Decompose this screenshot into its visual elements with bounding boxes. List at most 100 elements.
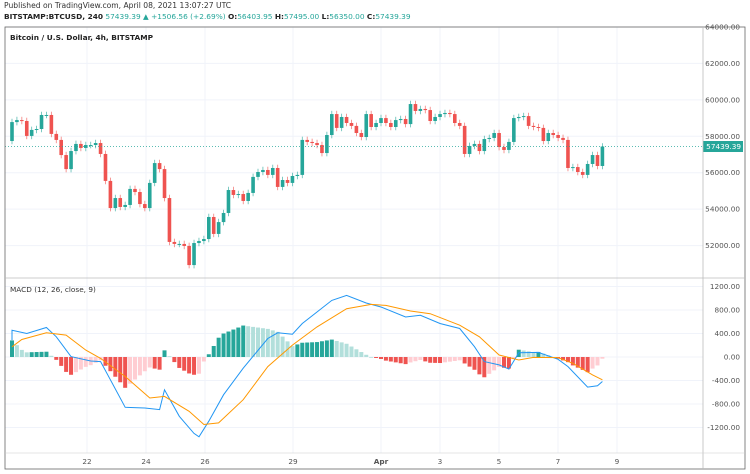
candle-body bbox=[29, 129, 34, 136]
open-value: 56403.95 bbox=[237, 12, 273, 21]
candle-body bbox=[24, 120, 29, 136]
price-tick-label: 52000.00 bbox=[705, 241, 740, 250]
time-tick-label: Apr bbox=[374, 457, 389, 466]
candle-body bbox=[162, 169, 167, 199]
time-tick-label: 9 bbox=[615, 457, 620, 466]
candle-body bbox=[566, 139, 570, 168]
candle-body bbox=[285, 180, 290, 183]
histogram-bar bbox=[265, 328, 270, 357]
macd-tick-label: 400.00 bbox=[714, 329, 740, 338]
histogram-bar bbox=[305, 342, 310, 357]
histogram-bar bbox=[590, 357, 595, 369]
candle-body bbox=[576, 167, 580, 172]
chart-frame bbox=[4, 26, 746, 470]
histogram-bar bbox=[423, 357, 428, 362]
indicator-title[interactable]: MACD (12, 26, close, 9) bbox=[10, 285, 96, 294]
candle-body bbox=[389, 122, 393, 127]
histogram-bar bbox=[585, 357, 590, 373]
histogram-bar bbox=[561, 357, 566, 361]
candle-body bbox=[157, 163, 162, 170]
signal-line bbox=[11, 303, 603, 426]
candle-body bbox=[457, 122, 462, 126]
candle-body bbox=[103, 153, 108, 181]
histogram-bar bbox=[442, 357, 447, 363]
candle-body bbox=[300, 139, 305, 175]
candle-body bbox=[512, 118, 516, 142]
candle-body bbox=[192, 243, 196, 266]
candle-body bbox=[462, 125, 467, 154]
grid bbox=[5, 26, 703, 453]
candle-body bbox=[339, 116, 344, 128]
histogram-bar bbox=[152, 357, 157, 369]
candle-body bbox=[79, 143, 83, 148]
macd-tick-label: -1200.00 bbox=[707, 423, 740, 432]
histogram-bar bbox=[467, 357, 472, 367]
candle-body bbox=[54, 133, 59, 140]
candle-body bbox=[138, 192, 142, 205]
histogram-bar bbox=[595, 357, 600, 366]
histogram-bar bbox=[354, 349, 359, 357]
candle-body bbox=[197, 241, 201, 244]
candle-body bbox=[98, 143, 103, 154]
candle-body bbox=[226, 190, 231, 213]
histogram-bar bbox=[300, 342, 305, 357]
histogram-bar bbox=[275, 331, 280, 357]
histogram-bar bbox=[541, 353, 546, 357]
histogram-bar bbox=[270, 330, 275, 357]
histogram-bar bbox=[413, 357, 418, 362]
candle-body bbox=[546, 133, 551, 142]
candle-body bbox=[521, 116, 526, 118]
histogram-bar bbox=[565, 357, 570, 363]
histogram-bar bbox=[388, 357, 393, 362]
histogram-bar bbox=[369, 356, 374, 358]
histogram-bar bbox=[231, 329, 236, 357]
histogram-bar bbox=[187, 357, 192, 374]
time-tick-label: 24 bbox=[141, 457, 151, 466]
candle-body bbox=[334, 114, 339, 128]
histogram-bar bbox=[128, 357, 133, 384]
histogram-bar bbox=[487, 357, 492, 374]
candle-body bbox=[133, 188, 137, 193]
candle-body bbox=[531, 125, 536, 127]
histogram-bar bbox=[34, 352, 39, 357]
histogram-bar bbox=[580, 357, 585, 370]
close-label: C: bbox=[366, 12, 376, 21]
histogram-bar bbox=[108, 357, 113, 372]
histogram-bar bbox=[457, 357, 462, 361]
candle-body bbox=[39, 114, 44, 130]
candle-body bbox=[359, 133, 364, 138]
candle-body bbox=[275, 167, 280, 187]
low-label: L: bbox=[321, 12, 330, 21]
up-arrow-icon: ▲ bbox=[143, 12, 149, 21]
candle-body bbox=[59, 139, 63, 156]
histogram-bar bbox=[600, 357, 605, 359]
histogram-bar bbox=[241, 325, 246, 357]
histogram-bar bbox=[403, 357, 408, 365]
candle-body bbox=[44, 114, 49, 116]
last-price-badge bbox=[703, 141, 743, 153]
histogram-bar bbox=[69, 357, 74, 375]
time-tick-label: 5 bbox=[497, 457, 502, 466]
candle-body bbox=[423, 108, 428, 111]
candle-body bbox=[128, 188, 132, 205]
histogram-bar bbox=[211, 345, 216, 357]
histogram-bar bbox=[216, 337, 221, 357]
candle-body bbox=[118, 198, 123, 207]
candle-body bbox=[384, 118, 388, 123]
histogram-bar bbox=[511, 357, 516, 360]
candle-body bbox=[143, 204, 147, 209]
macd-tick-label: 800.00 bbox=[714, 305, 740, 314]
histogram-bar bbox=[182, 357, 187, 371]
histogram-bar bbox=[334, 340, 339, 357]
candle-body bbox=[123, 204, 127, 207]
candle-body bbox=[374, 122, 378, 127]
candle-body bbox=[152, 163, 157, 183]
candle-body bbox=[413, 104, 418, 111]
candle-body bbox=[10, 122, 14, 142]
macd-tick-label: 1200.00 bbox=[710, 282, 741, 291]
histogram-bar bbox=[329, 339, 334, 357]
histogram-bar bbox=[44, 351, 49, 357]
histogram-bar bbox=[364, 354, 369, 357]
macd-tick-label: -400.00 bbox=[712, 376, 741, 385]
